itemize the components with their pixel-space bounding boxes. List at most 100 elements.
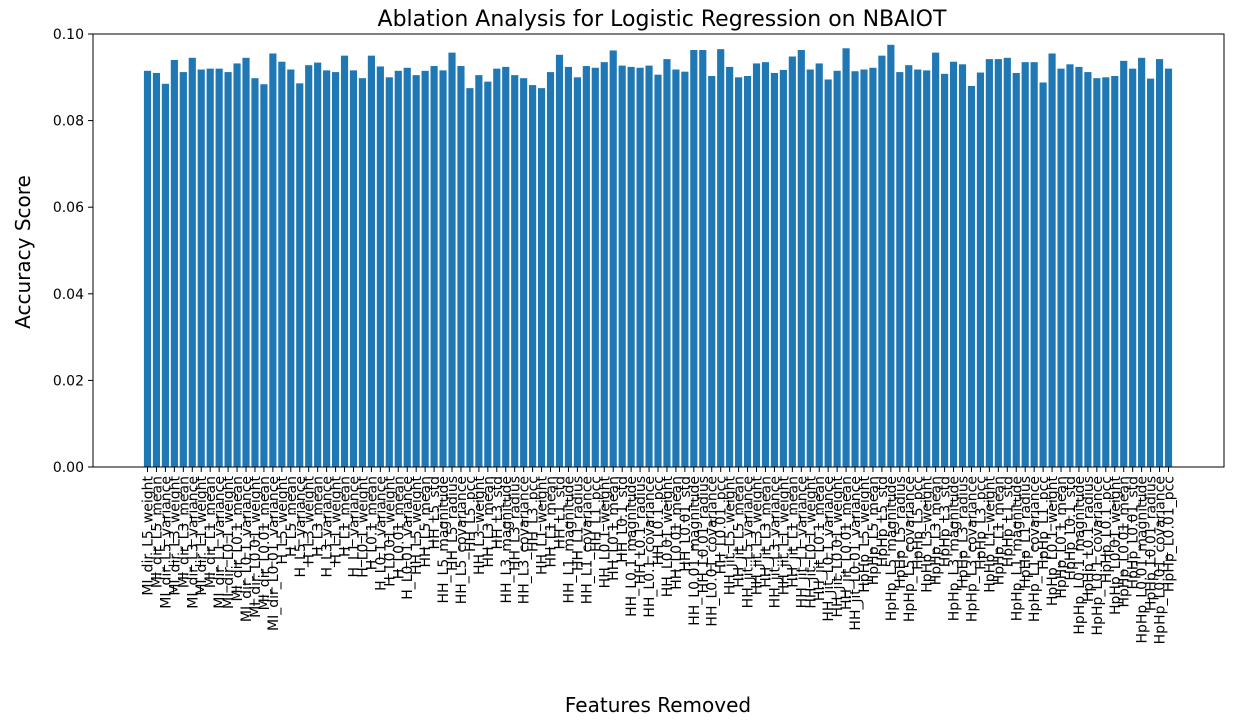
bar-HpHp_L0.01_pcc [1164,68,1173,467]
x-tick-label: HpHp_L3_std [938,476,954,567]
bar-HH_L5_mean [421,70,429,467]
x-tick-label: HH_L5_radius [445,476,461,571]
y-axis-ticks: 0.00 0.02 0.04 0.06 0.08 0.10 [53,27,93,476]
bar-HH_L3_radius [511,75,519,467]
bar-HH_jit_L1_mean [788,56,796,468]
x-tick-label: HH_jit_L5_variance [741,476,757,608]
x-tick-label: HH_L3_weight [472,475,488,574]
x-tick-label: HpHp_L0.1_radius [1081,476,1097,602]
bar-HH_L0.01_magnitude [690,50,698,468]
bar-HH_jit_L0.1_variance [824,79,832,467]
bar-HH_L1_pcc [591,67,599,468]
x-tick-label: HH_jit_L3_variance [767,476,783,608]
bar-HpHp_L3_weight [923,70,931,468]
bar-HpHp_L0.01_weight [1111,76,1119,467]
bar-HpHp_L0.01_mean [1120,60,1128,467]
bar-HpHp_L3_magnitude [949,61,958,468]
x-tick-label: HH_jit_L1_mean [785,476,801,588]
x-tick-label: HpHp_L3_weight [920,476,936,593]
x-tick-label: HH_L1_radius [570,476,586,571]
bar-HH_jit_L0.01_mean [842,48,850,467]
bar-HH_L5_weight [412,75,420,467]
bar-HpHp_L3_mean [932,52,940,468]
x-tick-label: HH_L3_covariance [517,476,533,604]
x-tick-label: MI_dir_L3_mean [176,476,192,588]
bar-HH_L5_radius [448,52,456,468]
bar-H_L1_variance [349,70,358,468]
bar-HH_L0.01_pcc [717,49,725,467]
x-tick-label: HH_jit_L0.1_weight [803,475,819,608]
bar-HpHp_L0.1_radius [1084,72,1092,467]
y-tick-label: 0.04 [53,287,84,303]
x-tick-label: HH_jit_L0.1_mean [812,476,828,601]
bar-HH_jit_L3_variance [770,72,779,467]
x-tick-label: HpHp_L5_weight [857,476,873,593]
x-tick-label: HH_L5_magnitude [436,476,452,604]
bar-HH_L1_std [555,54,564,467]
x-tick-label: HpHp_L1_covariance [1027,476,1043,622]
x-tick-label: HpHp_L5_covariance [902,476,918,622]
x-tick-label: HH_L1_weight [535,475,551,574]
bar-H_L3_weight [305,65,313,468]
x-tick-label: MI_dir_L0.1_mean [230,476,246,602]
bar-HH_L0.01_weight [663,59,671,468]
x-tick-label: MI_dir_L1_weight [194,475,210,595]
x-tick-label: HpHp_L0.1_std [1063,476,1079,581]
x-tick-label: HpHp_L0.1_weight [1045,476,1061,607]
x-tick-label: HpHp_L0.1_pcc [1099,476,1115,583]
bar-MI_dir_L1_variance [215,68,223,467]
x-tick-label: HH_L0.01_radius [696,476,712,593]
bar-H_L3_variance [323,70,331,468]
bar-HH_L1_radius [573,77,581,468]
x-tick-label: HH_L0.01_pcc [714,476,730,574]
bar-HpHp_L5_covariance [905,65,913,468]
bar-HpHp_L0.01_magnitude [1138,57,1146,468]
bar-HH_jit_L0.01_variance [851,71,859,468]
x-tick-label: HH_L0.1_mean [606,476,622,581]
bar-MI_dir_L3_mean [179,72,187,467]
x-axis-ticks: MI_dir_L5_weightMI_dir_L5_meanMI_dir_L5_… [141,467,1178,644]
bars-group [143,44,1173,468]
x-tick-label: MI_dir_L3_variance [185,476,201,609]
bar-HpHp_L1_covariance [1030,62,1038,468]
x-tick-label: HH_L0.1_covariance [642,476,658,618]
bar-HH_L1_weight [537,88,546,467]
bar-H_L0.1_weight [358,78,367,468]
bar-HpHp_L0.01_covariance [1155,59,1164,468]
bar-HH_L5_pcc [466,88,474,467]
bar-HpHp_L0.1_pcc [1102,77,1110,468]
bar-HH_jit_L5_weight [726,66,734,467]
bar-MI_dir_L3_weight [170,59,178,467]
bar-MI_dir_L0.01_weight [251,78,259,468]
x-tick-label: HH_L0.1_radius [633,476,649,584]
bar-MI_dir_L1_weight [197,69,205,467]
bar-HpHp_L0.1_std [1066,64,1074,467]
x-tick-label: H_L3_weight [302,475,318,564]
bar-HH_L0.1_radius [636,67,644,468]
x-tick-label: HpHp_L3_radius [956,476,972,589]
bar-H_L0.1_variance [376,66,384,467]
y-tick-label: 0.08 [53,114,84,130]
bar-MI_dir_L5_weight [143,70,152,467]
x-tick-label: HpHp_L0.01_covariance [1153,476,1169,644]
x-tick-label: HpHp_L0.01_magnitude [1135,476,1151,644]
bar-H_L0.01_variance [403,67,411,468]
x-tick-label: HH_L3_radius [508,476,524,571]
x-tick-label: MI_dir_L1_mean [203,476,219,588]
x-tick-label: HH_jit_L0.01_weight [830,475,846,617]
x-tick-label: HpHp_L0.1_magnitude [1072,476,1088,635]
x-tick-label: HpHp_L1_std [1000,476,1016,567]
x-tick-label: HpHp_L1_pcc [1036,476,1052,570]
bar-HH_L3_magnitude [502,66,510,467]
bar-HpHp_L3_pcc [976,72,984,467]
bar-HH_L0.1_mean [609,50,617,467]
x-tick-label: HH_L0.1_std [615,476,631,563]
x-tick-label: HpHp_L1_mean [991,476,1007,585]
x-tick-label: HpHp_L5_radius [893,476,909,589]
x-tick-label: HpHp_L0.01_radius [1144,476,1160,611]
bar-HH_L3_pcc [529,85,537,467]
bar-HH_L1_magnitude [564,66,573,467]
bar-MI_dir_L0.01_variance [269,53,277,468]
x-tick-label: HH_jit_L1_variance [794,476,810,608]
x-tick-label: H_L3_mean [311,476,327,557]
